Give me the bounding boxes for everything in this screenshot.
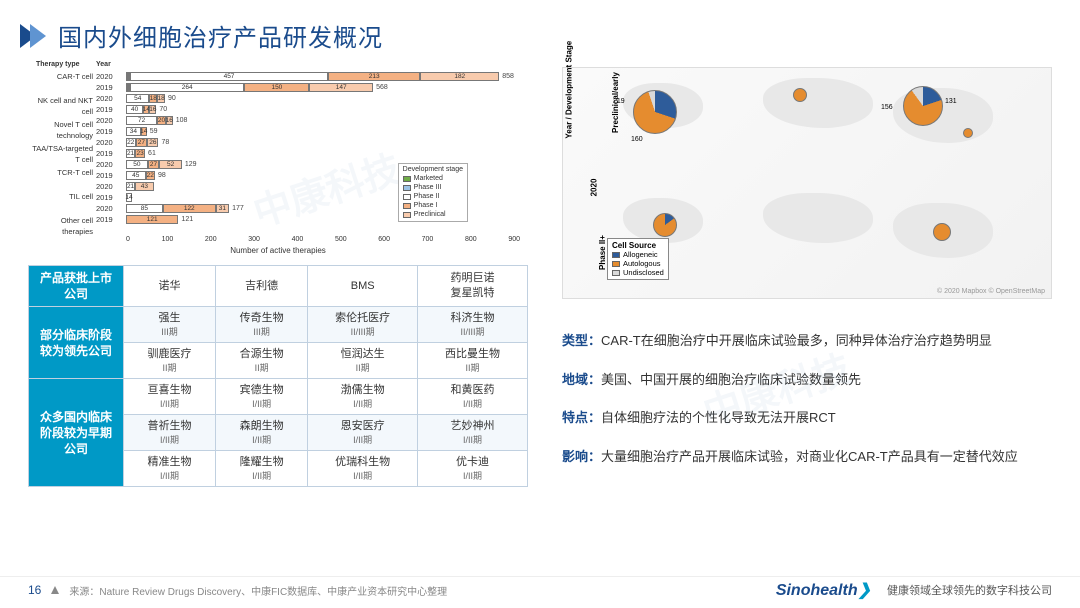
map-sub-label: 2020 [589, 179, 598, 197]
map-pie-icon [963, 128, 973, 138]
chart-xlabel: Number of active therapies [230, 246, 326, 255]
map-pie-icon [653, 213, 677, 237]
company-table: 产品获批上市公司诺华吉利德BMS药明巨诺复星凯特部分临床阶段较为领先公司强生II… [28, 265, 528, 487]
page-number: 16 [28, 583, 41, 597]
chart-yaxis-label1: Therapy type [36, 61, 80, 68]
map-pie-icon [903, 86, 943, 126]
map-sub-label: Phase II+ [598, 235, 607, 270]
summary-bullets: 类型：CAR-T在细胞治疗中开展临床试验最多，同种异体治疗治疗趋势明显地域：美国… [562, 329, 1052, 470]
chart-yaxis-label2: Year [96, 61, 111, 68]
slide-footer: 16 来源：Nature Review Drugs Discovery、中康FI… [0, 576, 1080, 600]
map-attribution: © 2020 Mapbox © OpenStreetMap [937, 288, 1045, 295]
map-yaxis-label: Year / Development Stage [565, 41, 574, 139]
map-pie-icon [793, 88, 807, 102]
chart-legend: Development stage MarketedPhase IIIPhase… [398, 163, 468, 222]
slide-header: 国内外细胞治疗产品研发概况 [0, 0, 1080, 53]
map-legend: Cell Source AllogeneicAutologousUndisclo… [607, 238, 669, 280]
sinohealth-logo: Sinohealth❯ [776, 580, 871, 600]
tagline: 健康领域全球领先的数字科技公司 [887, 582, 1052, 598]
slide-title: 国内外细胞治疗产品研发概况 [58, 18, 383, 53]
header-arrow-icon [20, 24, 46, 48]
map-pie-icon [633, 90, 677, 134]
therapy-chart: Therapy type Year CAR-T cellNK cell and … [28, 67, 528, 257]
map-pie-icon [933, 223, 951, 241]
up-arrow-icon [51, 586, 59, 594]
map-value-label: 131 [945, 98, 957, 105]
map-value-label: 160 [631, 136, 643, 143]
map-value-label: 219 [613, 98, 625, 105]
source-text: 来源：Nature Review Drugs Discovery、中康FIC数据… [69, 583, 447, 598]
map-value-label: 156 [881, 104, 893, 111]
world-map-chart: Year / Development Stage Preclinical/ear… [562, 67, 1052, 299]
